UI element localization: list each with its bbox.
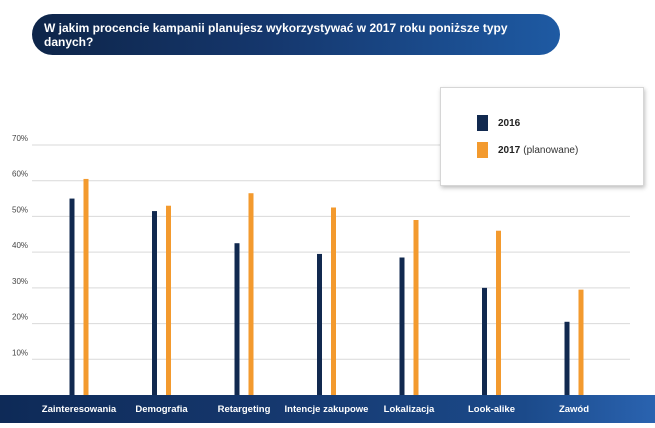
legend-label-2016: 2016 xyxy=(498,117,521,129)
bar-2017-look-alike xyxy=(496,230,501,395)
x-tick-label: Lokalizacja xyxy=(384,404,435,415)
bar-2017-retargeting xyxy=(248,193,254,395)
bar-2017-zawód xyxy=(578,289,584,395)
x-tick-label: Demografia xyxy=(135,404,188,415)
bar-2017-lokalizacja xyxy=(413,220,419,395)
bar-2016-zainteresowania xyxy=(69,198,75,395)
x-tick-label: Zainteresowania xyxy=(42,404,117,415)
y-tick-label: 50% xyxy=(12,205,28,214)
y-tick-label: 10% xyxy=(12,348,28,357)
y-tick-label: 70% xyxy=(12,134,28,143)
x-tick-label: Zawód xyxy=(559,404,589,415)
y-tick-label: 20% xyxy=(12,313,28,322)
bar-2016-demografia xyxy=(152,211,157,395)
legend-swatch-2016 xyxy=(477,115,488,131)
x-tick-label: Look-alike xyxy=(468,404,515,415)
bar-2017-demografia xyxy=(166,205,171,395)
x-axis-labels: Zainteresowania Demografia Retargeting Inte… xyxy=(42,404,589,415)
bars xyxy=(69,178,584,395)
bar-2017-zainteresowania xyxy=(83,178,89,395)
bar-2016-retargeting xyxy=(234,243,240,395)
bar-2016-zawód xyxy=(564,321,570,395)
bar-2016-look-alike xyxy=(482,287,487,395)
legend: 2016 2017 (planowane) xyxy=(440,87,644,186)
x-tick-label: Intencje zakupowe xyxy=(285,404,369,415)
legend-item-2016: 2016 xyxy=(477,115,520,131)
chart-title: W jakim procencie kampanii planujesz wyk… xyxy=(32,14,560,55)
legend-item-2017: 2017 (planowane) xyxy=(477,142,578,158)
legend-swatch-2017 xyxy=(477,142,488,158)
legend-label-2017: 2017 xyxy=(498,144,521,156)
y-axis-ticks: 10% 20% 30% 40% 50% 60% 70% xyxy=(12,134,28,357)
y-tick-label: 40% xyxy=(12,241,28,250)
bar-2016-lokalizacja xyxy=(399,257,405,395)
legend-label-2017-suffix: (planowane) xyxy=(523,144,579,156)
bar-2017-intencje-zakupowe xyxy=(331,207,336,395)
category-axis-bar: Zainteresowania Demografia Retargeting Inte… xyxy=(0,395,655,423)
y-tick-label: 60% xyxy=(12,170,28,179)
y-tick-label: 30% xyxy=(12,277,28,286)
bar-2016-intencje-zakupowe xyxy=(317,253,322,395)
x-tick-label: Retargeting xyxy=(218,404,271,415)
